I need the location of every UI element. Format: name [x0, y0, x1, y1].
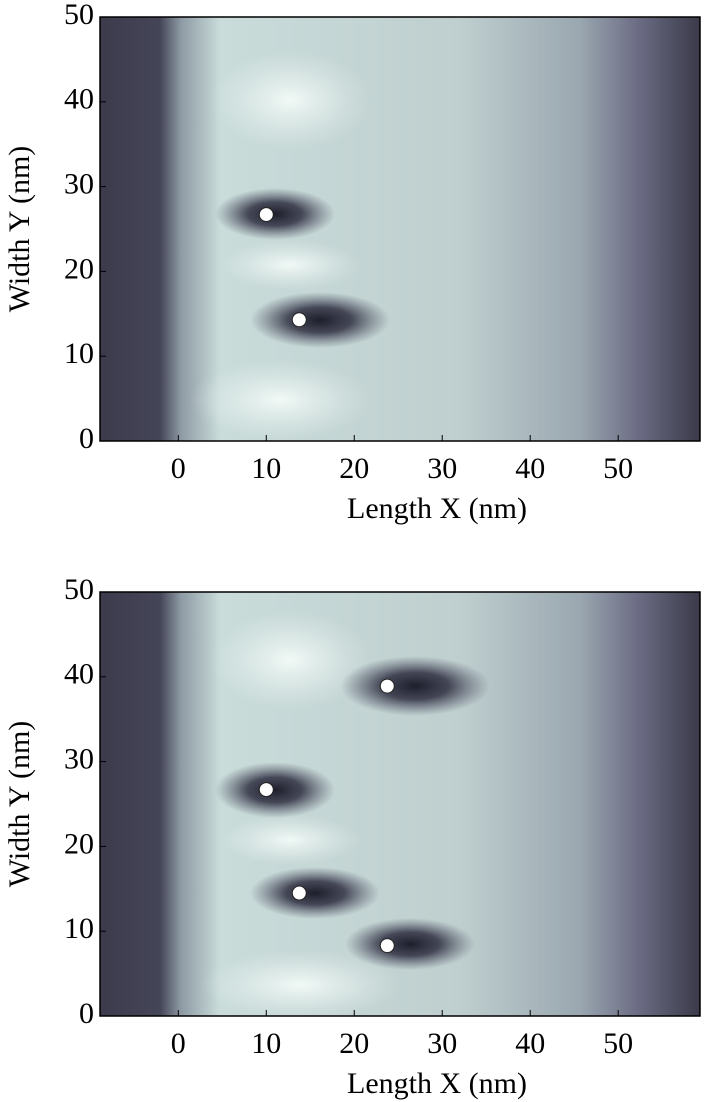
x-tick-label: 40	[515, 452, 545, 485]
point	[291, 885, 307, 901]
y-tick-label: 50	[64, 0, 94, 31]
x-tick-label: 30	[427, 1027, 457, 1060]
x-tick-label: 10	[251, 1027, 281, 1060]
y-tick-label: 20	[64, 827, 94, 860]
x-tick-label: 20	[339, 1027, 369, 1060]
y-axis-label: Width Y (nm)	[3, 146, 36, 313]
y-tick-label: 0	[79, 422, 94, 455]
y-tick-label: 30	[64, 167, 94, 200]
y-tick-label: 0	[79, 997, 94, 1030]
point	[258, 782, 274, 798]
y-tick-label: 40	[64, 83, 94, 116]
y-tick-label: 10	[64, 337, 94, 370]
x-tick-label: 50	[603, 1027, 633, 1060]
x-tick-label: 50	[603, 452, 633, 485]
plot-frame	[99, 16, 701, 442]
y-tick-label: 20	[64, 252, 94, 285]
plot-frame	[99, 591, 701, 1017]
x-tick-label: 30	[427, 452, 457, 485]
image-background	[100, 592, 700, 1016]
x-tick-label: 10	[251, 452, 281, 485]
x-tick-label: 40	[515, 1027, 545, 1060]
y-tick-label: 40	[64, 658, 94, 691]
y-tick-label: 50	[64, 573, 94, 606]
y-tick-label: 10	[64, 912, 94, 945]
image-background	[100, 17, 700, 441]
y-axis-label: Width Y (nm)	[3, 721, 36, 888]
y-tick-label: 30	[64, 742, 94, 775]
point	[379, 678, 395, 694]
x-tick-label: 0	[171, 1027, 186, 1060]
x-axis-label: Length X (nm)	[347, 492, 527, 525]
point	[291, 312, 307, 328]
x-axis-label: Length X (nm)	[347, 1067, 527, 1100]
x-tick-label: 0	[171, 452, 186, 485]
point	[258, 207, 274, 223]
x-tick-label: 20	[339, 452, 369, 485]
point	[379, 938, 395, 954]
